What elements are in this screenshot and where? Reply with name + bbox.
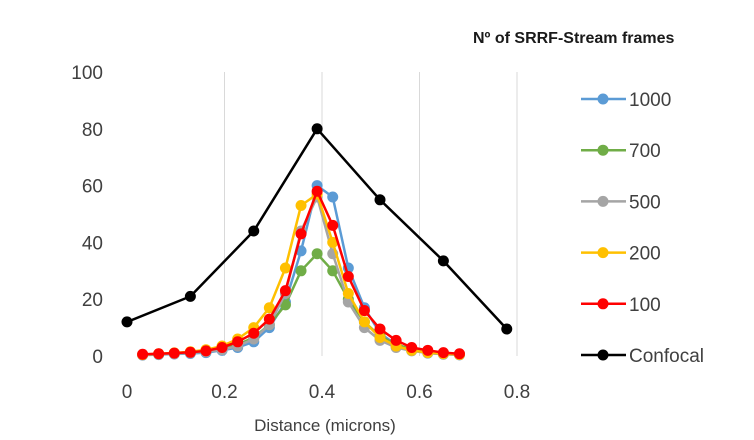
x-tick-label: 0.6: [406, 382, 432, 403]
legend-swatch-marker: [597, 247, 609, 259]
y-tick-label: 100: [71, 63, 103, 84]
data-point: [263, 302, 275, 314]
data-point: [358, 316, 370, 328]
legend-item: Confocal: [581, 346, 704, 367]
legend-title: Nº of SRRF-Stream frames: [473, 30, 675, 47]
legend-label: Confocal: [629, 346, 704, 367]
data-point: [216, 341, 228, 353]
y-tick-label: 0: [92, 347, 103, 368]
data-point: [437, 347, 449, 359]
legend-swatch-marker: [597, 195, 609, 207]
data-point: [232, 336, 244, 348]
data-point: [295, 265, 307, 277]
data-point: [358, 305, 370, 317]
legend-swatch-marker: [597, 349, 609, 361]
data-point: [263, 313, 275, 325]
y-tick-label: 40: [82, 233, 103, 254]
data-point: [453, 348, 465, 360]
data-point: [406, 341, 418, 353]
vertical-gridlines: [224, 72, 518, 356]
data-point: [437, 255, 449, 267]
data-point: [311, 123, 323, 135]
data-point: [295, 199, 307, 211]
y-axis-ticks: 0 20 40 60 80 100: [71, 63, 103, 368]
data-point: [374, 323, 386, 335]
data-point: [184, 346, 196, 358]
series-100: [137, 185, 465, 360]
legend-swatch-marker: [597, 298, 609, 310]
data-point: [121, 316, 133, 328]
data-point: [279, 262, 291, 274]
data-point: [153, 348, 165, 360]
legend-label: 200: [629, 244, 661, 265]
data-point: [501, 323, 513, 335]
data-point: [279, 299, 291, 311]
series-line: [125, 127, 509, 331]
data-point: [390, 334, 402, 346]
x-tick-label: 0.4: [309, 382, 336, 403]
legend-swatch-marker: [597, 93, 609, 105]
data-point: [327, 219, 339, 231]
series-confocal: [121, 123, 513, 335]
legend-item: 1000: [581, 90, 671, 111]
legend-item: 100: [581, 295, 661, 316]
data-point: [374, 194, 386, 206]
series-700: [137, 248, 465, 361]
data-point: [327, 236, 339, 248]
legend-item: 200: [581, 244, 661, 265]
data-point: [248, 327, 260, 339]
data-point: [295, 228, 307, 240]
data-point: [327, 265, 339, 277]
legend-label: 500: [629, 192, 661, 213]
data-point: [311, 185, 323, 197]
series-group: [121, 123, 513, 361]
data-point: [184, 290, 196, 302]
y-tick-label: 80: [82, 120, 103, 141]
data-point: [137, 348, 149, 360]
x-axis-title: Distance (microns): [254, 416, 396, 435]
legend-label: 100: [629, 295, 661, 316]
legend-label: 1000: [629, 90, 671, 111]
legend-item: 500: [581, 192, 661, 213]
data-point: [168, 347, 180, 359]
x-tick-label: 0: [122, 382, 133, 403]
y-tick-label: 60: [82, 177, 103, 198]
data-point: [279, 285, 291, 297]
legend-label: 700: [629, 141, 661, 162]
legend: 1000 700 500 200 100 Confocal: [581, 90, 704, 367]
data-point: [248, 225, 260, 237]
data-point: [342, 288, 354, 300]
y-tick-label: 20: [82, 290, 103, 311]
data-point: [342, 270, 354, 282]
legend-swatch-marker: [597, 144, 609, 156]
data-point: [327, 191, 339, 203]
data-point: [422, 344, 434, 356]
data-point: [311, 248, 323, 260]
x-tick-label: 0.2: [211, 382, 237, 403]
data-point: [200, 345, 212, 357]
data-point: [374, 332, 386, 344]
legend-item: 700: [581, 141, 661, 162]
x-axis-ticks: 0 0.2 0.4 0.6 0.8: [122, 382, 531, 403]
x-tick-label: 0.8: [504, 382, 530, 403]
